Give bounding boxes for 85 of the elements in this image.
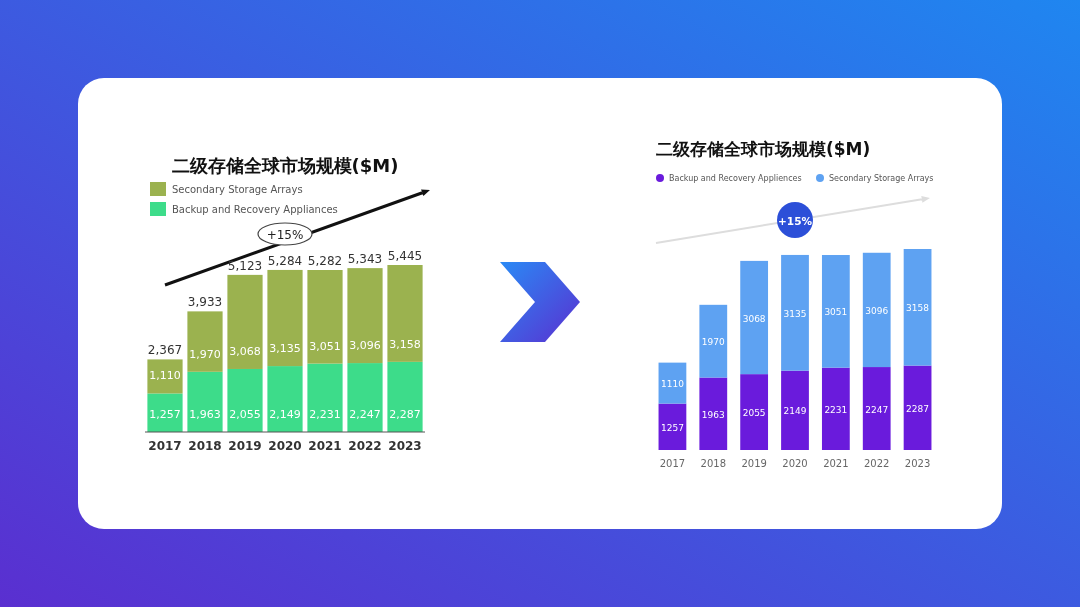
legend-label: Secondary Storage Arrays [829, 174, 934, 183]
bar [658, 362, 687, 404]
bar [227, 368, 263, 432]
bar [227, 274, 263, 369]
x-tick-label: 2022 [863, 458, 890, 469]
bar [307, 363, 343, 432]
x-tick-label: 2022 [348, 439, 382, 453]
x-tick-label: 2020 [268, 439, 302, 453]
bar [187, 371, 223, 432]
x-tick-label: 2018 [188, 439, 222, 453]
bar [740, 374, 769, 450]
data-label: 3096 [865, 305, 889, 316]
data-label: 2,287 [389, 408, 421, 421]
data-label: 2149 [783, 406, 807, 417]
x-tick-label: 2020 [782, 458, 808, 469]
legend-label: Backup and Recovery Appliences [669, 174, 802, 183]
data-label: 1970 [701, 337, 726, 348]
bar [147, 359, 183, 394]
data-label: 3,068 [229, 344, 261, 358]
x-tick-label: 2017 [659, 458, 686, 469]
bar [267, 366, 303, 432]
x-tick-label: 2018 [700, 458, 727, 469]
data-label: 1,110 [149, 369, 181, 383]
bar [781, 370, 809, 450]
bar [862, 252, 891, 368]
bar [187, 311, 223, 372]
bar [387, 361, 423, 432]
total-label: 5,284 [267, 253, 303, 268]
total-label: 3,933 [187, 295, 223, 310]
data-label: 2,247 [349, 408, 381, 421]
total-label: 5,445 [387, 249, 423, 263]
bar [862, 367, 891, 450]
x-tick-label: 2021 [308, 439, 342, 453]
bar [699, 377, 728, 450]
data-label: 1257 [660, 422, 684, 433]
bar [903, 365, 932, 450]
bar [699, 304, 728, 378]
data-label: 1110 [660, 379, 685, 390]
bar [781, 254, 809, 371]
data-label: 3,135 [269, 342, 301, 356]
bar [821, 367, 850, 450]
x-tick-label: 2017 [148, 439, 182, 453]
bar [740, 260, 769, 375]
data-label: 3,051 [309, 339, 341, 353]
data-label: 2287 [906, 403, 930, 414]
bar [821, 255, 850, 368]
x-tick-label: 2019 [228, 439, 262, 453]
data-label: 1,970 [189, 347, 221, 361]
x-tick-label: 2021 [823, 458, 849, 469]
x-tick-label: 2019 [741, 458, 767, 469]
data-label: 3051 [824, 307, 848, 318]
bar [347, 268, 383, 364]
text: +15% [778, 214, 813, 227]
total-label: 5,282 [307, 254, 343, 268]
total-label: 5,343 [347, 252, 383, 267]
bar [903, 249, 932, 366]
bar [267, 269, 303, 367]
data-label: 2,231 [309, 408, 341, 421]
bar [387, 265, 423, 362]
data-label: 2231 [824, 404, 848, 415]
bar [658, 403, 687, 450]
bar [147, 393, 183, 432]
text: +15% [266, 227, 304, 242]
data-label: 3158 [906, 303, 930, 314]
data-label: 3068 [742, 313, 766, 324]
data-label: 2247 [865, 404, 889, 415]
x-tick-label: 2023 [904, 458, 931, 469]
chart-title: 二级存储全球市场规模($M) [656, 139, 871, 159]
bar [307, 270, 343, 364]
chart-title: 二级存储全球市场规模($M) [171, 155, 399, 176]
total-label: 5,123 [227, 258, 263, 273]
data-label: 2,149 [269, 408, 301, 421]
data-label: 3,096 [349, 339, 381, 353]
total-label: 2,367 [147, 343, 183, 358]
data-label: 3,158 [389, 337, 421, 351]
data-label: 3135 [783, 308, 807, 319]
legend-label: Backup and Recovery Appliances [172, 204, 338, 215]
data-label: 1963 [701, 409, 725, 420]
data-label: 1,963 [189, 408, 221, 421]
legend-label: Secondary Storage Arrays [172, 184, 303, 195]
data-label: 2,055 [229, 408, 261, 421]
data-label: 2055 [742, 408, 766, 419]
x-tick-label: 2023 [388, 439, 422, 453]
bar [347, 363, 383, 432]
data-label: 1,257 [149, 408, 181, 421]
